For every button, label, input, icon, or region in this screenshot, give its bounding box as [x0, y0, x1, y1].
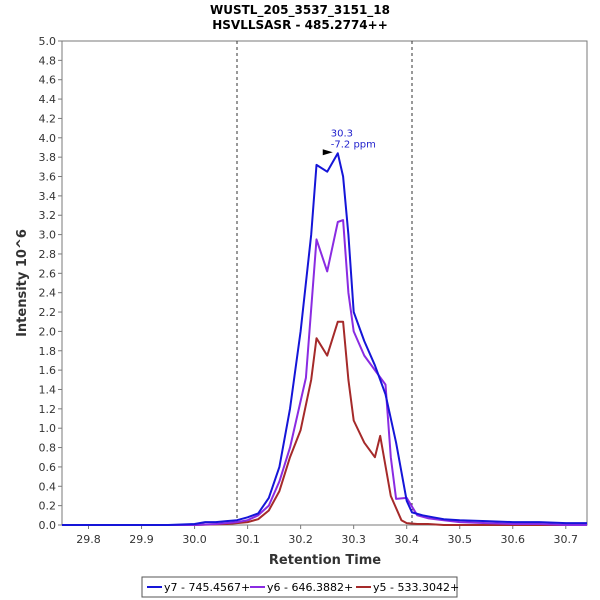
y-tick-label: 4.0 — [39, 132, 57, 145]
x-tick-label: 30.4 — [394, 533, 419, 546]
y-tick-label: 1.8 — [39, 345, 57, 358]
y-tick-label: 0.8 — [39, 442, 57, 455]
legend: y7 - 745.4567+ y6 - 646.3882+ y5 - 533.3… — [141, 576, 459, 598]
chart-subtitle: HSVLLSASR - 485.2774++ — [212, 18, 388, 32]
y-tick-label: 0.2 — [39, 500, 57, 513]
y-tick-label: 1.4 — [39, 383, 57, 396]
chart-title: WUSTL_205_3537_3151_18 — [210, 3, 390, 18]
y-tick-label: 3.2 — [39, 209, 57, 222]
y-tick-label: 5.0 — [39, 35, 57, 48]
x-tick-label: 30.6 — [501, 533, 526, 546]
x-tick-label: 29.9 — [129, 533, 154, 546]
y-tick-label: 0.6 — [39, 461, 57, 474]
peak-marker-icon — [322, 149, 333, 156]
series-line-y6 — [62, 219, 587, 526]
y-tick-label: 1.2 — [39, 403, 57, 416]
x-axis-ticks: 29.8 29.9 30.0 30.1 30.2 30.3 30.4 30.5 30.6 30.7 — [76, 525, 578, 546]
x-tick-label: 30.3 — [341, 533, 366, 546]
y-tick-label: 4.8 — [39, 54, 57, 67]
y-tick-label: 3.4 — [39, 190, 57, 203]
y-axis-label: Intensity 10^6 — [15, 229, 30, 337]
x-tick-label: 30.2 — [288, 533, 313, 546]
y-tick-label: 2.6 — [39, 267, 57, 280]
y-tick-label: 2.2 — [39, 306, 57, 319]
x-axis-label: Retention Time — [269, 553, 381, 568]
series-line-y7 — [62, 152, 587, 526]
x-tick-label: 30.5 — [447, 533, 472, 546]
integration-boundaries — [236, 41, 413, 525]
x-tick-label: 30.0 — [182, 533, 207, 546]
y-tick-label: 2.0 — [39, 325, 57, 338]
y-axis-ticks: 0.0 0.2 0.4 0.6 0.8 1.0 1.2 1.4 1.6 1.8 2.0 2.2 2.4 2… — [39, 35, 62, 532]
legend-box — [141, 576, 458, 598]
y-tick-label: 4.6 — [39, 74, 57, 87]
legend-label-y5: y5 - 533.3042+ — [373, 581, 459, 594]
y-tick-label: 2.4 — [39, 287, 57, 300]
x-tick-label: 29.8 — [76, 533, 101, 546]
y-tick-label: 0.4 — [39, 480, 57, 493]
y-tick-label: 2.8 — [39, 248, 57, 261]
x-tick-label: 30.7 — [554, 533, 579, 546]
y-tick-label: 3.0 — [39, 229, 57, 242]
peak-annotation: 30.3 -7.2 ppm — [322, 128, 376, 156]
y-tick-label: 3.6 — [39, 171, 57, 184]
y-tick-label: 4.2 — [39, 112, 57, 125]
x-tick-label: 30.1 — [235, 533, 260, 546]
y-tick-label: 1.6 — [39, 364, 57, 377]
legend-label-y6: y6 - 646.3882+ — [267, 581, 353, 594]
plot-area — [61, 40, 588, 526]
legend-label-y7: y7 - 745.4567+ — [164, 581, 250, 594]
y-tick-label: 3.8 — [39, 151, 57, 164]
peak-annotation-rt: 30.3 — [331, 128, 353, 139]
y-tick-label: 4.4 — [39, 93, 57, 106]
series-lines — [62, 152, 587, 526]
y-tick-label: 1.0 — [39, 422, 57, 435]
y-tick-label: 0.0 — [39, 519, 57, 532]
series-line-y5 — [62, 320, 587, 526]
peak-annotation-ppm: -7.2 ppm — [331, 139, 376, 150]
